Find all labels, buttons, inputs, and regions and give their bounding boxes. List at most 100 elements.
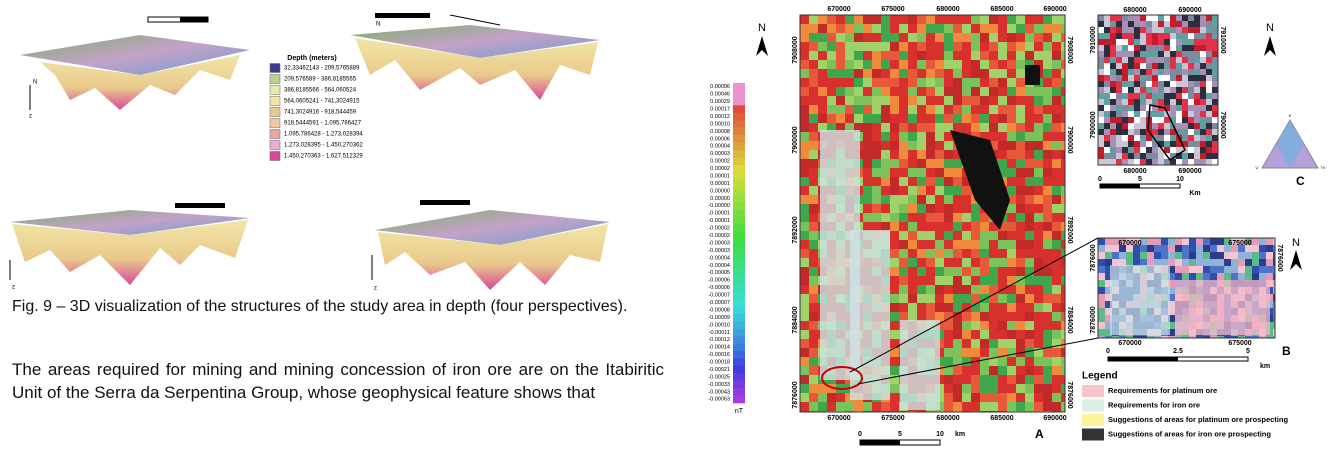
map-texture — [809, 330, 818, 339]
colorbar-segment — [733, 336, 745, 344]
map-texture — [1182, 117, 1188, 123]
map-texture — [989, 339, 998, 348]
map-texture — [827, 87, 836, 96]
map-texture — [1182, 123, 1188, 129]
map-texture — [899, 69, 908, 78]
map-texture — [998, 150, 1007, 159]
map-texture — [944, 339, 953, 348]
scale-label: 10 — [936, 431, 944, 438]
map-texture — [899, 51, 908, 60]
map-texture — [1146, 15, 1152, 21]
colorbar-segment — [733, 97, 745, 106]
map-texture — [1098, 245, 1105, 252]
map-texture — [1273, 329, 1275, 336]
map-texture — [962, 33, 971, 42]
map-texture — [1122, 99, 1128, 105]
map-texture — [1043, 141, 1052, 150]
map-texture — [989, 24, 998, 33]
x-tick-label: 675000 — [881, 415, 904, 422]
map-texture — [944, 105, 953, 114]
map-texture — [1007, 294, 1016, 303]
map-texture — [872, 42, 881, 51]
map-texture — [881, 159, 890, 168]
map-texture — [998, 33, 1007, 42]
map-texture — [944, 348, 953, 357]
colorbar-label: 0.00010 — [710, 121, 730, 127]
map-texture — [926, 231, 935, 240]
colorbar-label: -0.00025 — [708, 374, 730, 380]
map-texture — [1052, 330, 1061, 339]
y-tick-label: 7900000 — [792, 126, 799, 153]
map-texture — [1164, 51, 1170, 57]
map-texture — [1182, 99, 1188, 105]
map-texture — [971, 33, 980, 42]
map-texture — [899, 123, 908, 132]
map-texture — [935, 96, 944, 105]
map-texture — [1116, 15, 1122, 21]
map-texture — [1200, 105, 1206, 111]
legend-label: 1.450,270363 - 1.627,512329 — [284, 154, 363, 160]
map-texture — [1034, 15, 1043, 24]
map-texture — [1052, 195, 1061, 204]
map-texture — [1105, 301, 1112, 308]
map-texture — [926, 150, 935, 159]
scale-label: km — [955, 431, 965, 438]
map-texture — [917, 105, 926, 114]
map-texture — [800, 69, 809, 78]
map-texture — [1007, 195, 1016, 204]
map-texture — [1245, 252, 1252, 259]
map-texture — [1122, 69, 1128, 75]
map-texture — [1206, 93, 1212, 99]
y-tick-label: 7876000 — [792, 381, 799, 408]
north-arrow-shape — [1290, 250, 1302, 270]
map-texture — [935, 15, 944, 24]
map-texture — [962, 195, 971, 204]
map-texture — [1104, 135, 1110, 141]
map-texture — [1034, 150, 1043, 159]
map-texture — [980, 330, 989, 339]
map-texture — [1206, 153, 1212, 159]
map-texture — [980, 33, 989, 42]
map-texture — [1188, 129, 1194, 135]
map-texture — [1176, 75, 1182, 81]
map-texture — [953, 258, 962, 267]
map-texture — [1007, 384, 1016, 393]
map-texture — [1231, 273, 1238, 280]
map-texture — [1158, 147, 1164, 153]
map-texture — [800, 141, 809, 150]
map-texture — [917, 51, 926, 60]
map-texture — [1043, 33, 1052, 42]
map-texture — [1061, 312, 1065, 321]
map-texture — [1007, 285, 1016, 294]
map-texture — [1140, 135, 1146, 141]
map-texture — [1188, 51, 1194, 57]
map-texture — [881, 150, 890, 159]
map-texture — [1170, 81, 1176, 87]
map-texture — [899, 15, 908, 24]
map-texture — [1224, 238, 1231, 245]
scale-bar — [420, 200, 470, 205]
colorbar-label: 0.00004 — [710, 144, 730, 150]
map-texture — [917, 267, 926, 276]
map-texture — [809, 33, 818, 42]
map-texture — [989, 15, 998, 24]
map-texture — [1140, 141, 1146, 147]
map-texture — [1025, 366, 1034, 375]
map-texture — [1146, 57, 1152, 63]
map-texture — [1105, 329, 1112, 336]
map-texture — [1052, 105, 1061, 114]
map-texture — [989, 348, 998, 357]
map-texture — [908, 87, 917, 96]
map-texture — [881, 177, 890, 186]
map-texture — [1152, 99, 1158, 105]
map-texture — [962, 231, 971, 240]
map-texture — [935, 132, 944, 141]
map-texture — [1043, 240, 1052, 249]
map-texture — [1043, 294, 1052, 303]
legend-swatch — [1082, 428, 1104, 441]
map-texture — [1007, 177, 1016, 186]
ternary-label: Th — [1321, 165, 1326, 170]
map-texture — [1128, 27, 1134, 33]
map-texture — [980, 87, 989, 96]
map-texture — [935, 249, 944, 258]
